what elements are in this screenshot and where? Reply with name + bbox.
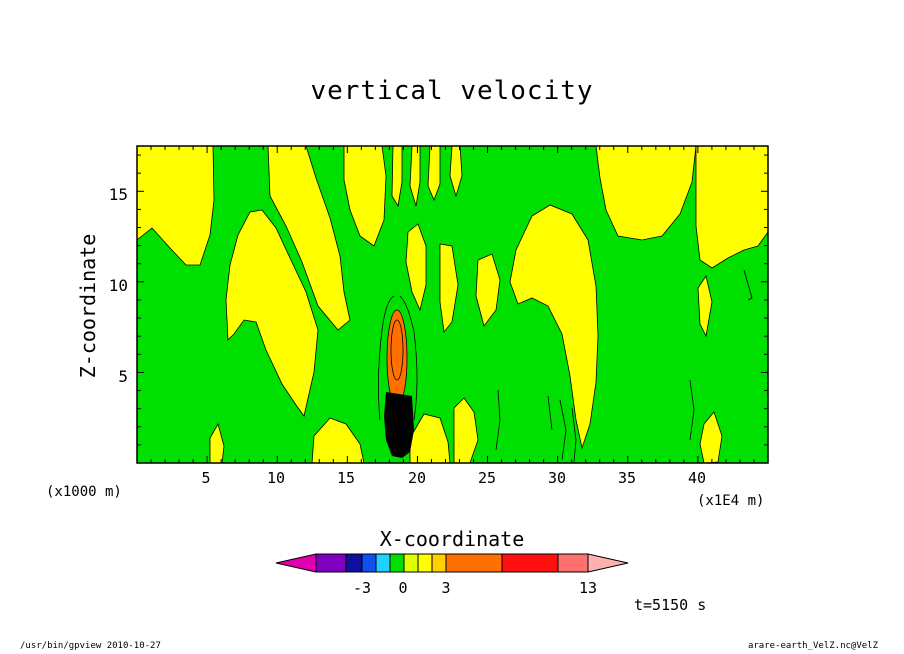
x-tick-label: 25 <box>477 469 497 487</box>
x-tick-label: 30 <box>547 469 567 487</box>
x-tick-label: 20 <box>407 469 427 487</box>
contour-line <box>378 295 395 421</box>
time-annotation: t=5150 s <box>634 596 707 614</box>
yellow-contour-region <box>509 204 599 450</box>
colorbar-tick-label: 0 <box>398 579 408 597</box>
colorbar-tick-label: 13 <box>578 579 598 597</box>
yellow-contour-region <box>267 146 351 331</box>
contour-line <box>571 407 577 463</box>
colorbar-segment <box>417 553 433 573</box>
downdraft-core <box>384 392 414 458</box>
x-tick-label: 40 <box>687 469 707 487</box>
yellow-contour-region <box>475 253 501 327</box>
colorbar-segment <box>345 553 363 573</box>
x-axis-label: X-coordinate <box>379 527 525 551</box>
colorbar-segment <box>501 553 559 573</box>
yellow-contour-region <box>225 209 319 417</box>
colorbar-segment <box>403 553 419 573</box>
x-tick-label: 15 <box>336 469 356 487</box>
y-axis-label: Z-coordinate <box>76 233 100 379</box>
chart-title: vertical velocity <box>310 76 594 106</box>
colorbar-tick-label: -3 <box>352 579 372 597</box>
colorbar-segment <box>375 553 391 573</box>
yellow-contour-region <box>405 223 427 312</box>
colorbar-segment <box>389 553 405 573</box>
yellow-contour-region <box>695 146 768 269</box>
colorbar-segment <box>361 553 377 573</box>
x-tick-label: 10 <box>266 469 286 487</box>
footer-file-variable: arare-earth_VelZ.nc@VelZ <box>747 641 878 651</box>
colorbar-tick-label: 3 <box>441 579 451 597</box>
colorbar-segment <box>557 553 589 573</box>
contour-line <box>495 389 501 451</box>
x-unit-left: (x1000 m) <box>46 484 122 500</box>
yellow-contour-region <box>439 243 459 333</box>
updraft-contour <box>390 319 404 381</box>
yellow-contour-region <box>699 411 723 463</box>
yellow-contour-region <box>427 146 441 202</box>
yellow-contour-region <box>409 146 421 207</box>
contour-line <box>547 395 553 431</box>
yellow-contour-region <box>697 275 713 338</box>
contour-line <box>559 399 567 461</box>
updraft-core <box>386 309 408 407</box>
colorbar-max-arrow <box>587 553 629 573</box>
plot-frame <box>136 145 769 464</box>
y-tick-label: 10 <box>108 276 128 295</box>
colorbar-segment <box>315 553 347 573</box>
contour-line <box>399 295 418 421</box>
x-tick-label: 35 <box>617 469 637 487</box>
yellow-contour-region <box>311 417 365 463</box>
y-tick-label: 5 <box>118 367 128 386</box>
contour-line <box>689 379 695 441</box>
yellow-contour-region <box>209 422 225 463</box>
x-tick-label: 5 <box>201 469 211 487</box>
yellow-contour-region <box>453 397 479 463</box>
colorbar-min-arrow <box>275 553 317 573</box>
contour-line <box>743 269 753 301</box>
colorbar-segment <box>445 553 503 573</box>
yellow-contour-region <box>409 413 451 463</box>
footer-program-date: /usr/bin/gpview 2010-10-27 <box>20 641 161 651</box>
yellow-contour-region <box>391 146 403 208</box>
yellow-contour-region <box>343 146 387 247</box>
colorbar-segment <box>431 553 447 573</box>
x-unit-right: (x1E4 m) <box>697 493 765 509</box>
yellow-contour-region <box>449 146 463 198</box>
yellow-contour-region <box>137 146 215 266</box>
y-tick-label: 15 <box>108 185 128 204</box>
yellow-contour-region <box>595 146 697 241</box>
